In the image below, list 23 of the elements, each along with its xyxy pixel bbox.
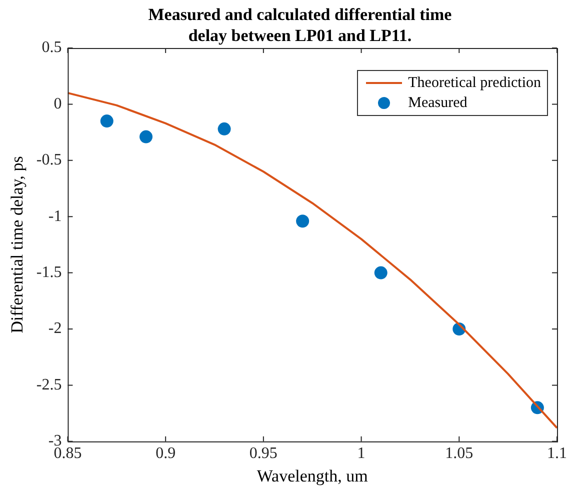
y-tick-label: -2 <box>48 320 62 338</box>
point <box>140 130 153 144</box>
x-tick-label: 0.9 <box>156 445 176 462</box>
y-tick-label: 0.5 <box>42 39 62 56</box>
y-tick-label: -0.5 <box>36 152 62 169</box>
y-tick-label: -1 <box>48 208 62 225</box>
y-tick-label: -2.5 <box>36 376 62 394</box>
legend-label: Measured <box>408 94 468 113</box>
x-tick-label: 1.1 <box>547 445 567 462</box>
y-axis-title: Differential time delay, ps <box>8 156 27 334</box>
y-tick-label: -1.5 <box>36 264 62 282</box>
point <box>296 214 310 228</box>
chart-title: Measured and calculated differential time delay between LP01 and LP11. <box>147 4 453 46</box>
y-tick-label: 0 <box>54 95 62 112</box>
point <box>100 114 114 128</box>
x-axis-title: Wavelength, um <box>256 466 368 486</box>
point <box>374 266 388 280</box>
x-tick-label: 1 <box>357 445 366 462</box>
x-tick-label: 0.95 <box>249 445 278 462</box>
x-tick-label: 1.05 <box>445 445 474 462</box>
legend-label: Theoretical prediction <box>408 74 541 93</box>
x-tick-label: 0.85 <box>54 445 82 462</box>
point <box>218 122 231 136</box>
